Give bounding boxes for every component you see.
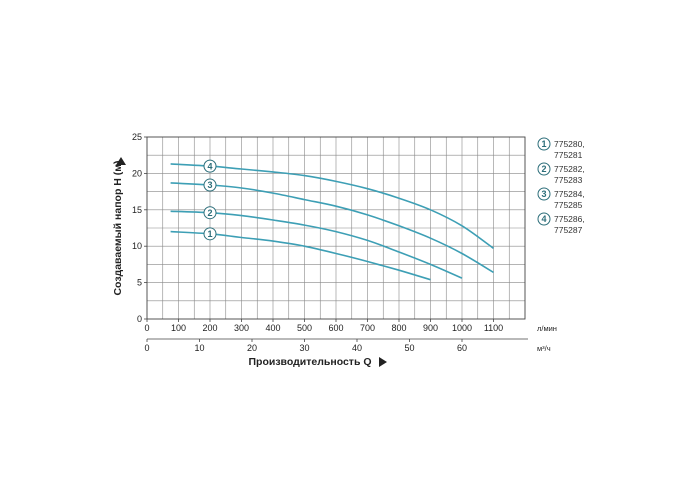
y-axis-title: Создаваемый напор H (м)	[112, 160, 124, 295]
legend-code: 775281	[554, 150, 583, 160]
curve-marker-1	[203, 227, 217, 241]
legend-code: 775286,	[554, 214, 585, 224]
y-axis-arrow-icon	[116, 157, 126, 165]
y-tick-label: 10	[132, 241, 142, 251]
curve-marker-2	[203, 206, 217, 220]
x-tick-label: 800	[391, 323, 406, 333]
curve-4	[170, 163, 494, 250]
curve-3	[170, 182, 494, 274]
x-unit-lmin: л/мин	[537, 324, 557, 333]
legend-marker-label: 2	[541, 164, 546, 174]
x-tick-label: 1000	[452, 323, 472, 333]
legend-code: 775285	[554, 200, 583, 210]
legend-code: 775287	[554, 225, 583, 235]
x-tick-label: 700	[360, 323, 375, 333]
x-tick-label: 0	[144, 323, 149, 333]
curve-marker-4	[203, 159, 217, 173]
legend-marker-label: 1	[541, 139, 546, 149]
legend-marker-label: 3	[541, 189, 546, 199]
legend-marker-4	[537, 212, 551, 226]
x-tick-label: 900	[423, 323, 438, 333]
x2-tick-label: 30	[299, 343, 309, 353]
x-unit-m3h: м³/ч	[537, 344, 551, 353]
curve-marker-label: 3	[207, 180, 212, 190]
x-tick-label: 100	[171, 323, 186, 333]
y-tick-label: 15	[132, 205, 142, 215]
x-axis-title: Производительность Q	[248, 356, 371, 368]
curve-marker-3	[203, 178, 217, 192]
curve-2	[170, 210, 463, 279]
x-tick-label: 300	[234, 323, 249, 333]
x-tick-label: 500	[297, 323, 312, 333]
curves: 1 2 3 4	[170, 159, 494, 281]
y-tick-label: 5	[137, 278, 142, 288]
x2-tick-label: 10	[194, 343, 204, 353]
legend-code: 775282,	[554, 164, 585, 174]
y-tick-label: 25	[132, 132, 142, 142]
x-tick-label: 400	[265, 323, 280, 333]
y-tick-label: 0	[137, 314, 142, 324]
x2-tick-label: 60	[457, 343, 467, 353]
curve-marker-label: 1	[207, 229, 212, 239]
legend-code: 775280,	[554, 139, 585, 149]
legend-code: 775283	[554, 175, 583, 185]
x2-tick-label: 0	[144, 343, 149, 353]
curve-1	[170, 230, 431, 281]
legend-code: 775284,	[554, 189, 585, 199]
x-axis-arrow-icon	[379, 357, 387, 367]
x2-tick-label: 50	[404, 343, 414, 353]
curve-marker-label: 2	[207, 208, 212, 218]
x-tick-label: 600	[328, 323, 343, 333]
legend-marker-1	[537, 137, 551, 151]
legend-marker-label: 4	[541, 214, 546, 224]
x2-tick-label: 40	[352, 343, 362, 353]
legend-marker-3	[537, 187, 551, 201]
curve-marker-label: 4	[207, 161, 212, 171]
x-tick-label: 1100	[484, 323, 503, 333]
grid	[147, 137, 525, 319]
legend-marker-2	[537, 162, 551, 176]
y-tick-label: 20	[132, 168, 142, 178]
x-tick-label: 200	[202, 323, 217, 333]
x2-tick-label: 20	[247, 343, 257, 353]
